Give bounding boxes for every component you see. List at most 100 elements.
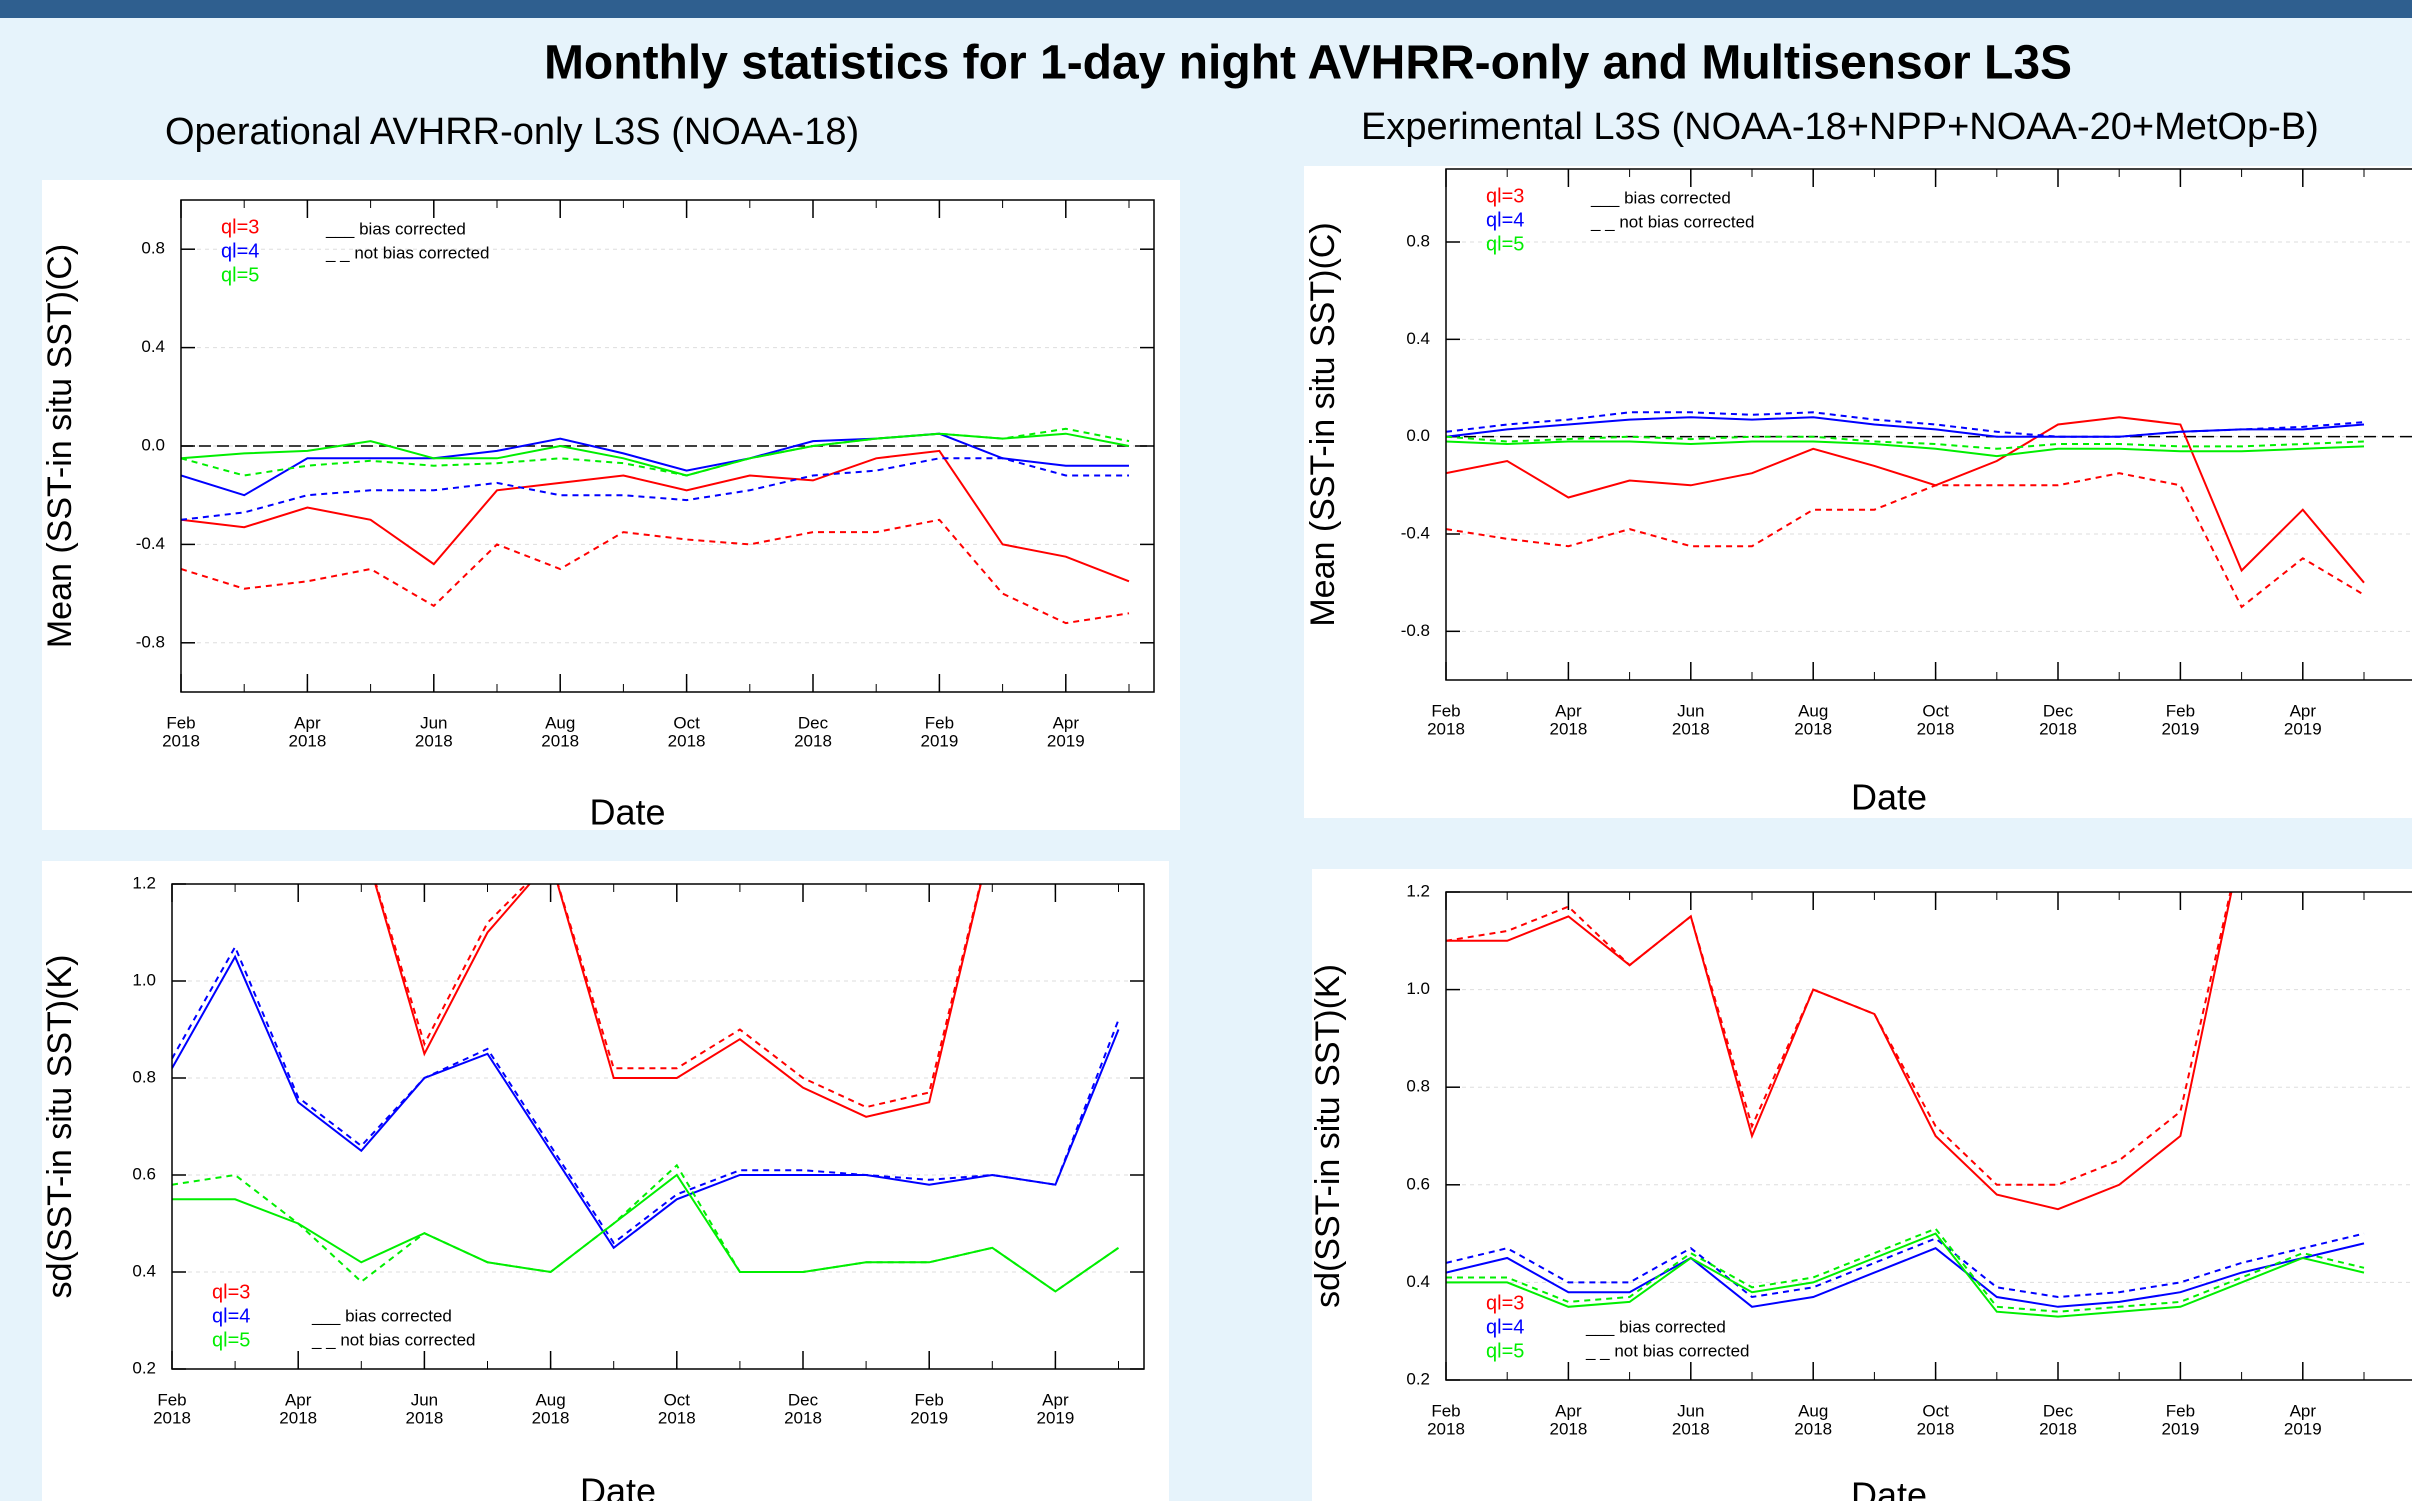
top-bar [0, 0, 2412, 18]
y-tick-label: 0.6 [132, 1164, 156, 1183]
x-tick-label: Oct [1922, 1401, 1949, 1420]
y-tick-label: 0.8 [132, 1067, 156, 1086]
x-tick-label: Apr [2290, 701, 2317, 720]
y-tick-label: 1.2 [132, 873, 156, 892]
x-tick-label: 2019 [2161, 719, 2199, 738]
legend-entry: ql=5 [212, 1329, 250, 1351]
x-tick-label: 2018 [1917, 1419, 1955, 1438]
x-tick-label: Jun [1677, 1401, 1704, 1420]
series-line [172, 1173, 1120, 1293]
series-line [181, 449, 1130, 583]
y-tick-label: 1.0 [1406, 979, 1430, 998]
legend-note: _ _ not bias corrected [1590, 212, 1754, 231]
y-axis-label: Mean (SST-in situ SST)(C) [41, 244, 79, 648]
chart: Experimental L3S (NOAA-18+NPP+NOAA-20+Me… [1304, 106, 2412, 818]
x-tick-label: 2018 [2039, 1419, 2077, 1438]
x-tick-label: Feb [2166, 1401, 2195, 1420]
x-tick-label: 2019 [1047, 731, 1085, 750]
series-line [1446, 892, 2232, 1186]
series-line [1446, 472, 2365, 609]
poster-title: Monthly statistics for 1-day night AVHRR… [544, 37, 2072, 90]
y-tick-label: 0.0 [141, 435, 165, 454]
y-tick-label: 1.0 [132, 970, 156, 989]
x-tick-label: Dec [2043, 701, 2074, 720]
x-tick-label: 2018 [1794, 1419, 1832, 1438]
x-tick-label: 2018 [415, 731, 453, 750]
legend-entry: ql=4 [221, 240, 259, 262]
legend-note: ___ bias corrected [1585, 1317, 1726, 1336]
plot-frame [1445, 891, 2412, 1381]
legend-entry: ql=4 [1486, 209, 1524, 231]
series-line [1446, 416, 2365, 584]
x-axis-label: Date [580, 1471, 656, 1501]
x-tick-label: 2019 [2284, 1419, 2322, 1438]
chart-subtitle: Operational AVHRR-only L3S (NOAA-18) [165, 111, 859, 153]
y-tick-label: 0.4 [1406, 329, 1430, 348]
x-axis-label: Date [589, 792, 665, 833]
x-tick-label: Apr [294, 713, 321, 732]
x-tick-label: 2018 [541, 731, 579, 750]
y-tick-label: 0.8 [1406, 1077, 1430, 1096]
y-tick-label: 1.2 [1406, 881, 1430, 900]
x-tick-label: 2018 [1672, 719, 1710, 738]
x-tick-label: Feb [925, 713, 954, 732]
series-line [1446, 440, 2365, 458]
y-tick-label: 0.2 [132, 1358, 156, 1377]
x-tick-label: Aug [535, 1390, 565, 1409]
plot-frame [1445, 168, 2412, 681]
series-group [181, 427, 1130, 625]
y-tick-label: 0.8 [141, 239, 165, 258]
series-line [1446, 1242, 2365, 1308]
x-tick-label: 2018 [668, 731, 706, 750]
x-tick-label: 2018 [794, 731, 832, 750]
y-tick-label: 0.8 [1406, 231, 1430, 250]
x-tick-label: 2018 [658, 1408, 696, 1427]
y-tick-label: -0.4 [1401, 523, 1430, 542]
x-tick-label: Oct [1922, 701, 1949, 720]
series-group [172, 884, 1120, 1293]
x-tick-label: 2018 [288, 731, 326, 750]
y-tick-label: 0.4 [1406, 1272, 1430, 1291]
x-tick-label: Apr [2290, 1401, 2317, 1420]
series-group [1446, 411, 2365, 609]
y-axis-label: Mean (SST-in situ SST)(C) [1304, 222, 1342, 626]
chart-subtitle: Experimental L3S (NOAA-18+NPP+NOAA-20+Me… [1361, 106, 2319, 148]
legend-note: ___ bias corrected [1590, 188, 1731, 207]
x-tick-label: 2018 [1549, 719, 1587, 738]
chart-panel [42, 180, 1180, 830]
x-tick-label: 2018 [1549, 1419, 1587, 1438]
x-tick-label: 2019 [2161, 1419, 2199, 1438]
y-tick-label: 0.0 [1406, 426, 1430, 445]
y-tick-label: 0.6 [1406, 1174, 1430, 1193]
y-axis-label: sd(SST-in situ SST)(K) [41, 955, 79, 1299]
legend-entry: ql=3 [1486, 1292, 1524, 1314]
legend-entry: ql=4 [1486, 1316, 1524, 1338]
legend-note: _ _ not bias corrected [311, 1330, 475, 1349]
x-tick-label: 2018 [1917, 719, 1955, 738]
legend-note: _ _ not bias corrected [1585, 1341, 1749, 1360]
series-line [1446, 1227, 2365, 1313]
series-group [1446, 892, 2365, 1318]
series-line [1446, 1232, 2365, 1318]
x-tick-label: 2018 [279, 1408, 317, 1427]
legend-entry: ql=3 [1486, 185, 1524, 207]
series-line [374, 884, 982, 1118]
legend-entry: ql=3 [212, 1281, 250, 1303]
x-tick-label: Aug [1798, 701, 1828, 720]
x-tick-label: 2019 [920, 731, 958, 750]
y-tick-label: -0.4 [136, 534, 165, 553]
y-tick-label: 0.4 [141, 337, 165, 356]
x-tick-label: Feb [915, 1390, 944, 1409]
x-tick-label: 2018 [153, 1408, 191, 1427]
y-tick-label: 0.2 [1406, 1369, 1430, 1388]
series-line [1446, 892, 2233, 1211]
y-tick-label: 0.4 [132, 1261, 156, 1280]
x-tick-label: Jun [411, 1390, 438, 1409]
x-tick-label: Dec [788, 1390, 819, 1409]
x-tick-label: Apr [1555, 1401, 1582, 1420]
x-tick-label: 2018 [532, 1408, 570, 1427]
chart-panel [42, 861, 1169, 1501]
x-tick-label: 2018 [405, 1408, 443, 1427]
series-line [172, 954, 1120, 1250]
